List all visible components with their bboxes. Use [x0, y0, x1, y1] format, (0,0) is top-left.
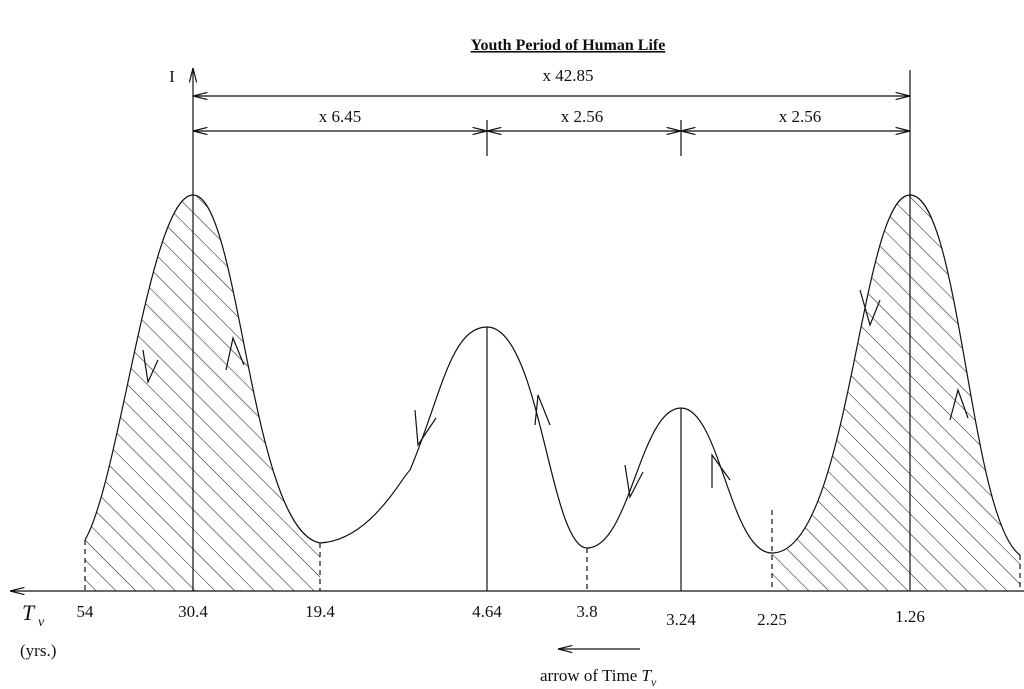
- x-axis-label-sub: ν: [38, 615, 45, 630]
- curve-arrows: [142, 289, 969, 499]
- tick-label: 19.4: [305, 602, 335, 621]
- caption-sub: ν: [651, 675, 657, 689]
- dimension-label: x 6.45: [319, 107, 362, 126]
- tick-label: 54: [77, 602, 95, 621]
- caption: arrow of Time Tν: [540, 666, 657, 689]
- tick-label: 3.24: [666, 610, 696, 629]
- hatching: [85, 195, 1020, 591]
- tick-label: 4.64: [472, 602, 502, 621]
- x-axis-unit: (yrs.): [20, 641, 56, 660]
- caption-text: arrow of Time: [540, 666, 642, 685]
- title: Youth Period of Human Life: [471, 37, 666, 54]
- dimension-label: x 42.85: [543, 66, 594, 85]
- dimension-label: x 2.56: [561, 107, 604, 126]
- curve: [84, 194, 1021, 556]
- caption-symbol: T: [642, 666, 653, 685]
- tick-label: 2.25: [757, 610, 787, 629]
- x-axis-label: T: [22, 600, 36, 625]
- tick-label: 1.26: [895, 607, 925, 626]
- tick-label: 3.8: [576, 602, 597, 621]
- dimension-label: x 2.56: [779, 107, 822, 126]
- tick-label: 30.4: [178, 602, 208, 621]
- y-axis-label: I: [169, 67, 175, 86]
